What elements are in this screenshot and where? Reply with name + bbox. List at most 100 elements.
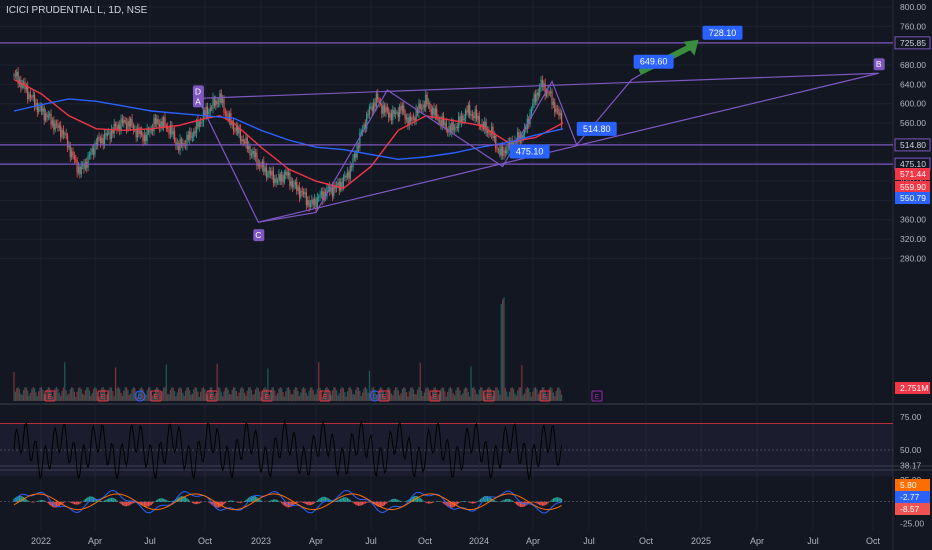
volume-bar xyxy=(230,394,232,401)
candle-body xyxy=(548,92,550,94)
candle-body xyxy=(318,197,320,199)
price-tag xyxy=(895,168,930,180)
candle-body xyxy=(40,106,43,112)
volume-bar xyxy=(455,390,457,401)
macd-histogram-bar xyxy=(337,500,339,502)
candle-body xyxy=(282,174,284,183)
pattern-swing-path xyxy=(197,41,698,223)
candle-body xyxy=(110,129,113,140)
y-tick-label: 280.00 xyxy=(900,253,926,263)
candle-body xyxy=(97,137,99,146)
volume-bar xyxy=(534,387,537,401)
pattern-point-badge xyxy=(192,95,204,108)
x-tick-label: Jul xyxy=(807,536,819,546)
volume-bar xyxy=(204,389,206,401)
macd-histogram-bar xyxy=(396,499,398,502)
candle-body xyxy=(390,113,393,121)
volume-bar xyxy=(359,390,361,401)
candle-body xyxy=(145,134,147,142)
candle-body xyxy=(228,113,231,121)
rsi-line xyxy=(13,419,563,481)
price-tag xyxy=(895,192,930,204)
volume-bar xyxy=(242,388,244,401)
volume-bar xyxy=(82,393,84,401)
macd-histogram-bar xyxy=(261,501,264,502)
macd-histogram-bar xyxy=(239,501,242,503)
volume-bar xyxy=(511,387,513,401)
volume-bar xyxy=(91,392,93,401)
volume-bar xyxy=(453,395,456,401)
candle-body xyxy=(510,140,512,148)
volume-bar xyxy=(383,396,386,401)
volume-bar xyxy=(260,396,262,401)
volume-bar xyxy=(209,387,211,401)
pattern-point-badge xyxy=(253,229,265,242)
volume-bar xyxy=(283,396,285,401)
volume-bar xyxy=(342,388,344,401)
volume-bar xyxy=(139,388,141,401)
volume-bar xyxy=(408,391,410,401)
candle-body xyxy=(132,125,135,130)
volume-bar xyxy=(108,389,110,401)
candle-body xyxy=(442,116,445,126)
macd-histogram-bar xyxy=(25,499,27,502)
macd-histogram-bar xyxy=(353,501,355,504)
candle-body xyxy=(386,107,388,112)
price-tag-label: 559.90 xyxy=(900,182,926,192)
volume-bar xyxy=(458,387,460,401)
volume-bar xyxy=(47,387,49,401)
volume-bar xyxy=(87,387,89,401)
volume-bar xyxy=(448,388,450,401)
macd-histogram-bar xyxy=(471,501,474,504)
candle-body xyxy=(14,74,16,76)
macd-histogram-bar xyxy=(24,498,26,502)
volume-bar xyxy=(554,395,556,401)
macd-histogram-bar xyxy=(17,496,19,502)
macd-histogram-bar xyxy=(556,497,559,502)
volume-bar xyxy=(434,387,436,401)
volume-bar xyxy=(290,394,292,401)
candle-body xyxy=(171,125,173,135)
macd-histogram-bar xyxy=(260,500,262,502)
macd-histogram-bar xyxy=(410,498,412,502)
volume-bar xyxy=(433,387,435,401)
macd-histogram-bar xyxy=(71,501,73,504)
macd-histogram-bar xyxy=(334,500,336,502)
macd-histogram-bar xyxy=(489,497,491,502)
rsi-tick-label: 75.00 xyxy=(900,412,922,422)
candle-body xyxy=(407,117,409,126)
volume-bar xyxy=(550,387,552,401)
candle-body xyxy=(105,133,107,136)
macd-histogram-bar xyxy=(514,501,516,504)
volume-bar xyxy=(558,387,560,401)
candle-body xyxy=(243,141,246,144)
event-marker xyxy=(261,390,273,402)
candle-body xyxy=(158,123,161,128)
price-tag-label: 2.751M xyxy=(900,383,928,393)
candle-body xyxy=(309,202,312,208)
macd-histogram-bar xyxy=(552,498,554,502)
candle-body xyxy=(209,107,211,112)
volume-bar xyxy=(442,387,445,401)
volume-bar xyxy=(29,392,32,401)
volume-bar xyxy=(393,390,395,401)
volume-bar xyxy=(105,394,107,401)
candle-body xyxy=(79,166,81,174)
candle-body xyxy=(485,121,487,133)
candle-body xyxy=(270,171,272,176)
volume-bar xyxy=(98,396,100,401)
macd-histogram-bar xyxy=(27,500,29,502)
candle-body xyxy=(521,135,523,140)
candle-body xyxy=(500,146,502,156)
candle-body xyxy=(477,115,479,120)
volume-bar xyxy=(250,389,253,401)
macd-histogram-bar xyxy=(76,501,78,505)
event-marker xyxy=(97,390,109,402)
macd-histogram-bar xyxy=(241,501,243,503)
volume-bar xyxy=(335,390,338,401)
volume-bar xyxy=(375,394,377,401)
volume-bar xyxy=(113,396,115,401)
volume-bar xyxy=(488,387,490,401)
candle-body xyxy=(326,187,328,197)
